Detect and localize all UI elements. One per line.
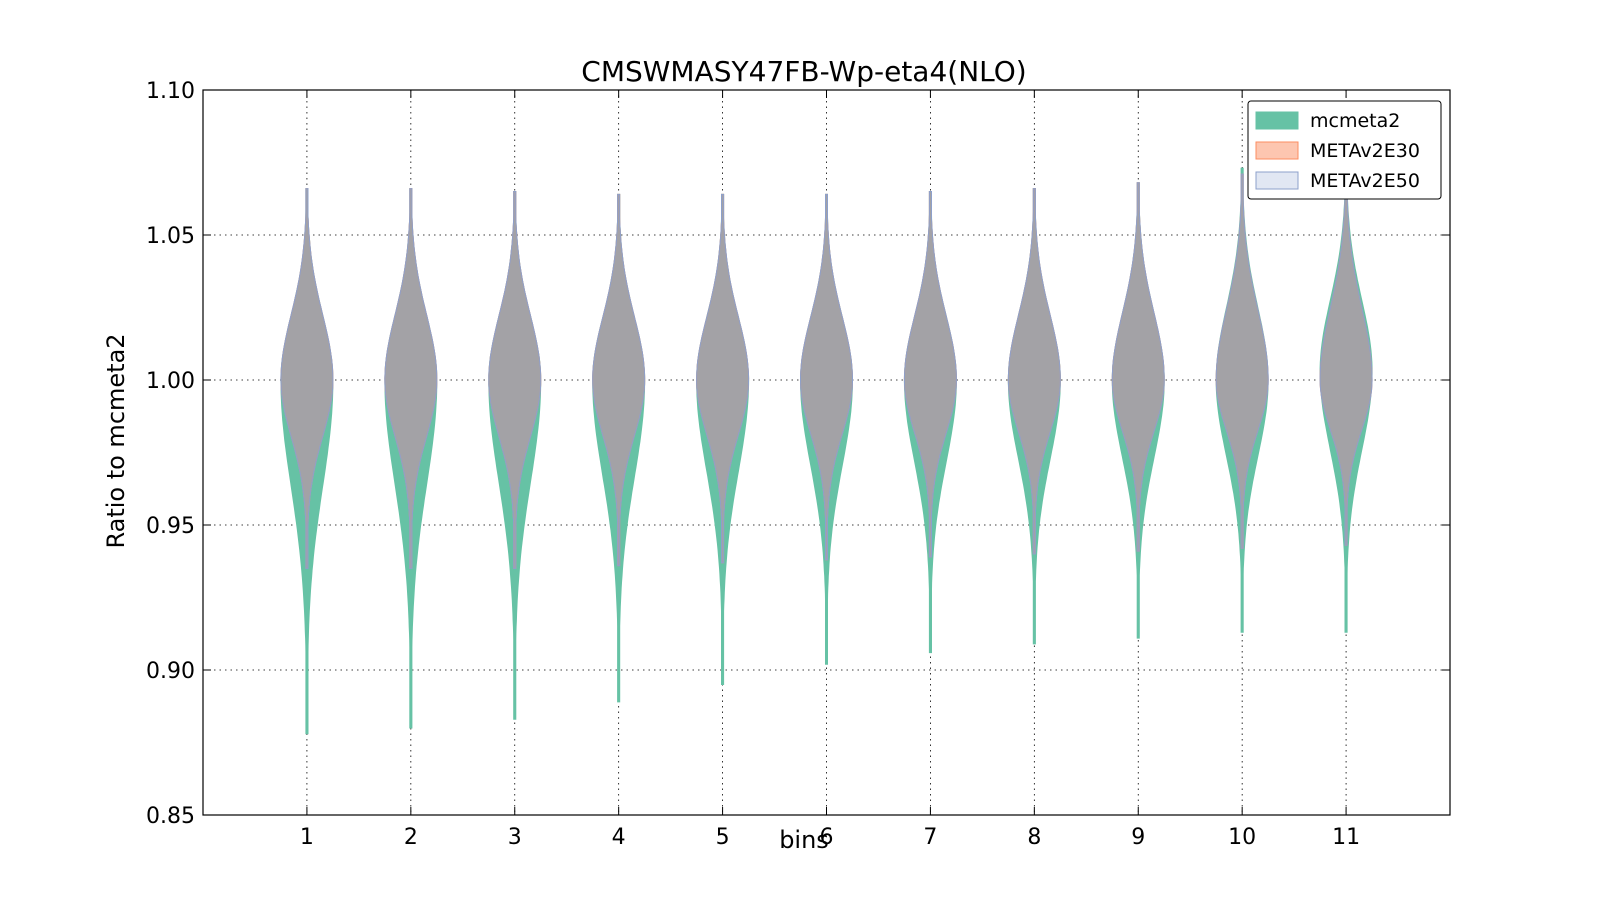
legend-label-METAv2E30: METAv2E30 <box>1310 140 1420 162</box>
x-tick-label: 5 <box>716 825 730 850</box>
x-tick-label: 11 <box>1332 825 1360 850</box>
violin-plots <box>280 162 1373 735</box>
legend-label-METAv2E50: METAv2E50 <box>1310 170 1420 192</box>
legend-swatch-METAv2E30 <box>1255 141 1299 160</box>
violin-METAv2E50-bin-2 <box>384 188 438 569</box>
violin-METAv2E50-bin-3 <box>488 191 542 569</box>
y-axis-label: Ratio to mcmeta2 <box>102 333 130 548</box>
x-tick-label: 2 <box>404 825 418 850</box>
x-tick-label: 8 <box>1027 825 1041 850</box>
y-tick-label: 0.90 <box>146 659 195 684</box>
legend-swatch-METAv2E50 <box>1255 171 1299 190</box>
y-tick-label: 1.10 <box>146 79 195 104</box>
axis-ticks: 0.85 0.90 0.95 1.00 1.05 1.10 1 2 3 4 5 6 7 8 9 10 11 <box>146 79 1450 850</box>
x-axis-label: bins <box>779 826 829 854</box>
violin-METAv2E50-bin-4 <box>592 193 646 567</box>
violin-METAv2E50-bin-11 <box>1319 167 1373 546</box>
legend-label-mcmeta2: mcmeta2 <box>1310 110 1400 132</box>
violin-METAv2E50-bin-1 <box>280 188 334 569</box>
legend: mcmeta2 METAv2E30 METAv2E50 <box>1247 100 1442 200</box>
y-tick-label: 0.95 <box>146 514 195 539</box>
series-METAv2E50 <box>280 167 1373 569</box>
x-tick-label: 9 <box>1131 825 1145 850</box>
x-tick-label: 6 <box>820 825 834 850</box>
legend-swatch-mcmeta2 <box>1255 111 1299 130</box>
y-tick-label: 1.00 <box>146 369 195 394</box>
x-tick-label: 7 <box>923 825 937 850</box>
y-tick-label: 0.85 <box>146 804 195 829</box>
violin-METAv2E50-bin-5 <box>696 193 750 564</box>
violin-METAv2E50-bin-9 <box>1111 182 1165 552</box>
x-tick-label: 1 <box>300 825 314 850</box>
x-tick-label: 3 <box>508 825 522 850</box>
violin-METAv2E50-bin-6 <box>800 193 853 561</box>
y-tick-label: 1.05 <box>146 224 195 249</box>
violin-METAv2E50-bin-10 <box>1215 173 1269 549</box>
violin-METAv2E50-bin-7 <box>903 191 957 558</box>
x-tick-label: 10 <box>1228 825 1256 850</box>
chart-title: CMSWMASY47FB-Wp-eta4(NLO) <box>581 55 1026 88</box>
x-tick-label: 4 <box>612 825 626 850</box>
violin-METAv2E50-bin-8 <box>1007 188 1061 555</box>
